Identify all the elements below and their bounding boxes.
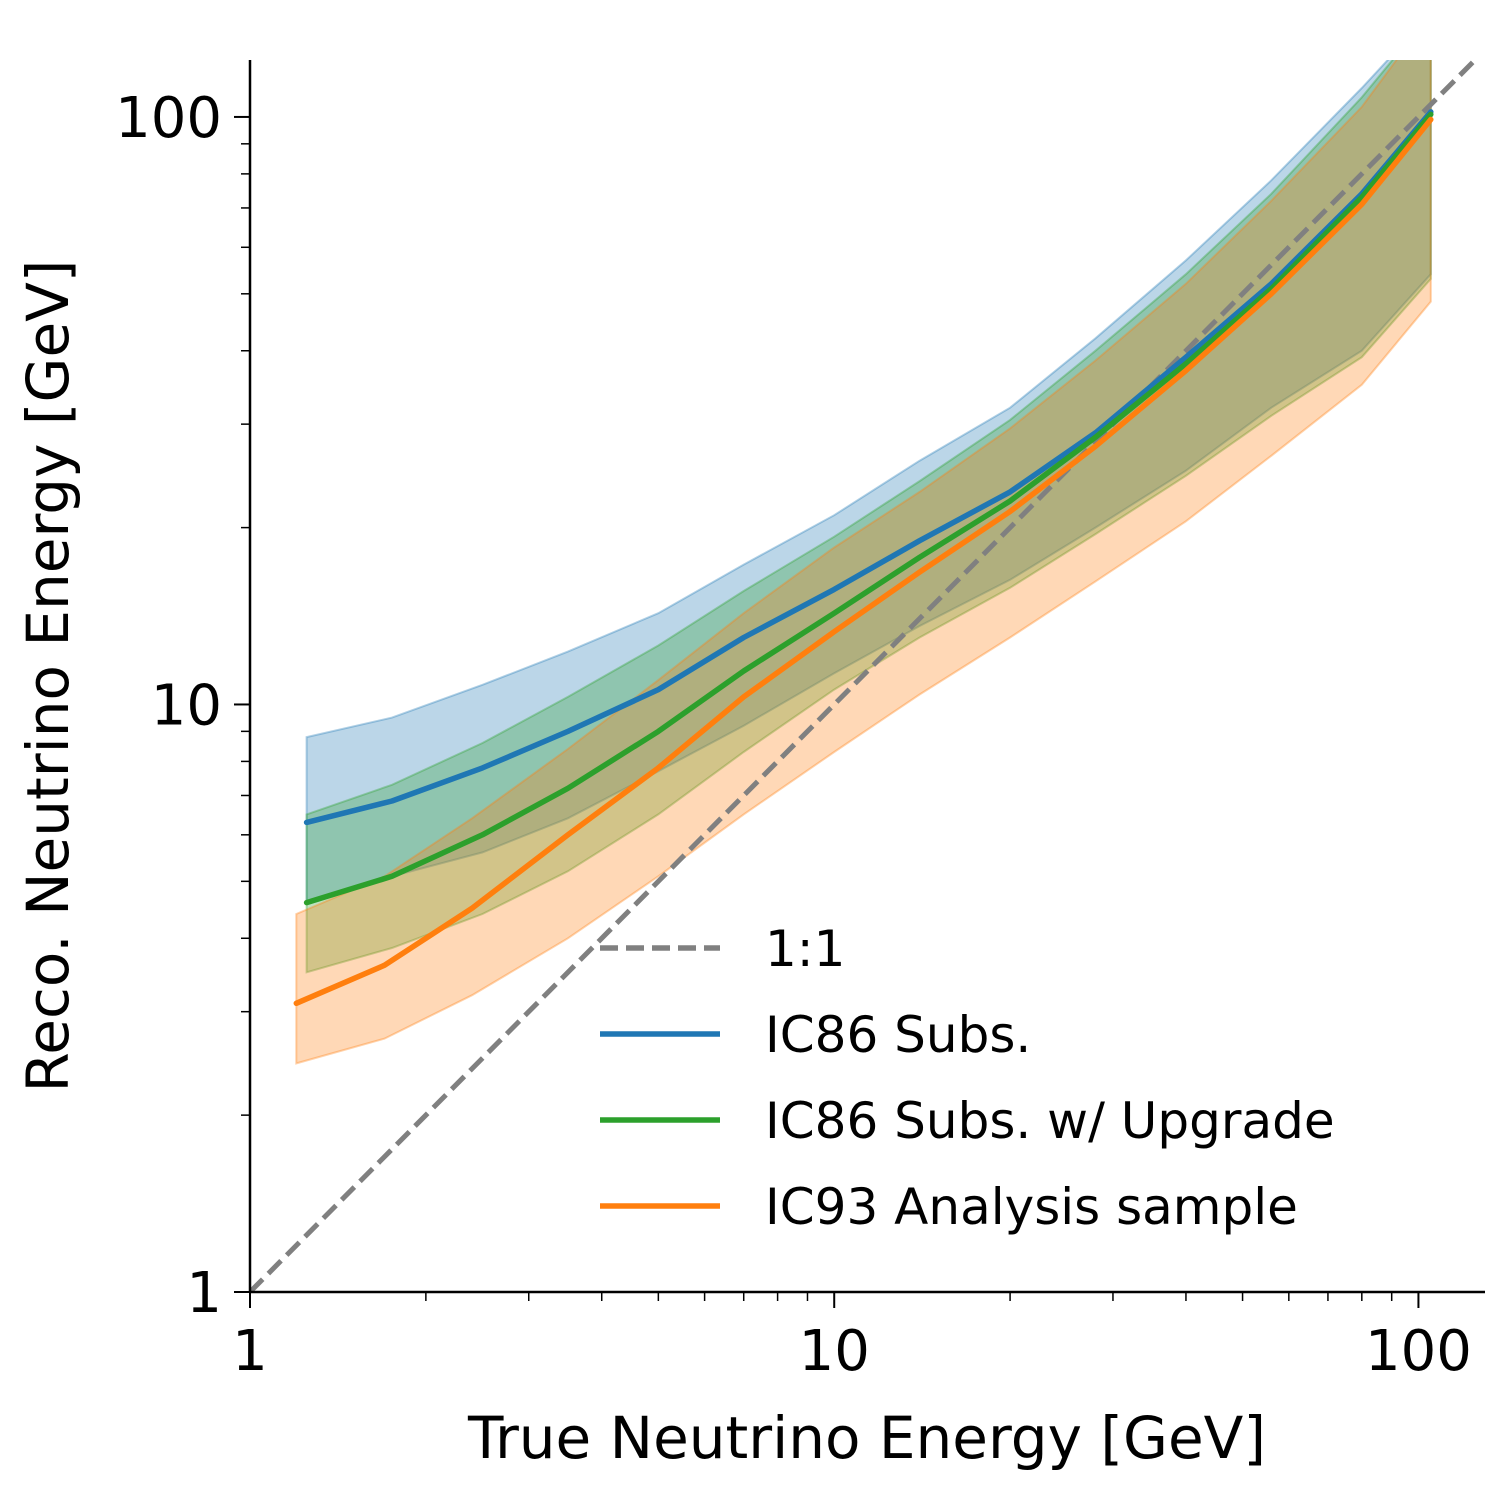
axes [248, 60, 1485, 1294]
median-lines [293, 109, 1434, 1007]
band-ic93-analysis-sample [295, 60, 1432, 1065]
legend: 1:1 IC86 Subs. IC86 Subs. w/ Upgrade IC93 A… [600, 920, 1335, 1236]
line-ic93-analysis-sample [293, 116, 1434, 1007]
one-to-one-line [250, 60, 1479, 1292]
line-ic86-subs [303, 109, 1434, 826]
y-axis-title: Reco. Neutrino Energy [GeV] [14, 260, 82, 1093]
reference-line-group [250, 60, 1479, 1292]
x-axis-title: True Neutrino Energy [GeV] [467, 1404, 1266, 1472]
legend-label-ic86-subs: IC86 Subs. [765, 1006, 1031, 1064]
y-tick-label: 1 [186, 1261, 222, 1326]
x-tick-label: 1 [232, 1319, 268, 1384]
uncertainty-bands [295, 60, 1432, 1065]
y-tick-label: 100 [115, 86, 222, 151]
legend-label-1-1: 1:1 [765, 920, 845, 978]
x-tick-label: 10 [799, 1319, 870, 1384]
ticks: 1 10 100 1 10 100 [115, 86, 1472, 1384]
y-tick-label: 10 [151, 673, 222, 738]
band-ic86-subs-w-upgrade [305, 60, 1432, 974]
x-tick-label: 100 [1365, 1319, 1472, 1384]
legend-label-ic86-subs-w-upgrade: IC86 Subs. w/ Upgrade [765, 1092, 1335, 1150]
legend-label-ic93-analysis-sample: IC93 Analysis sample [765, 1178, 1298, 1236]
line-ic86-subs-w-upgrade [303, 111, 1434, 906]
